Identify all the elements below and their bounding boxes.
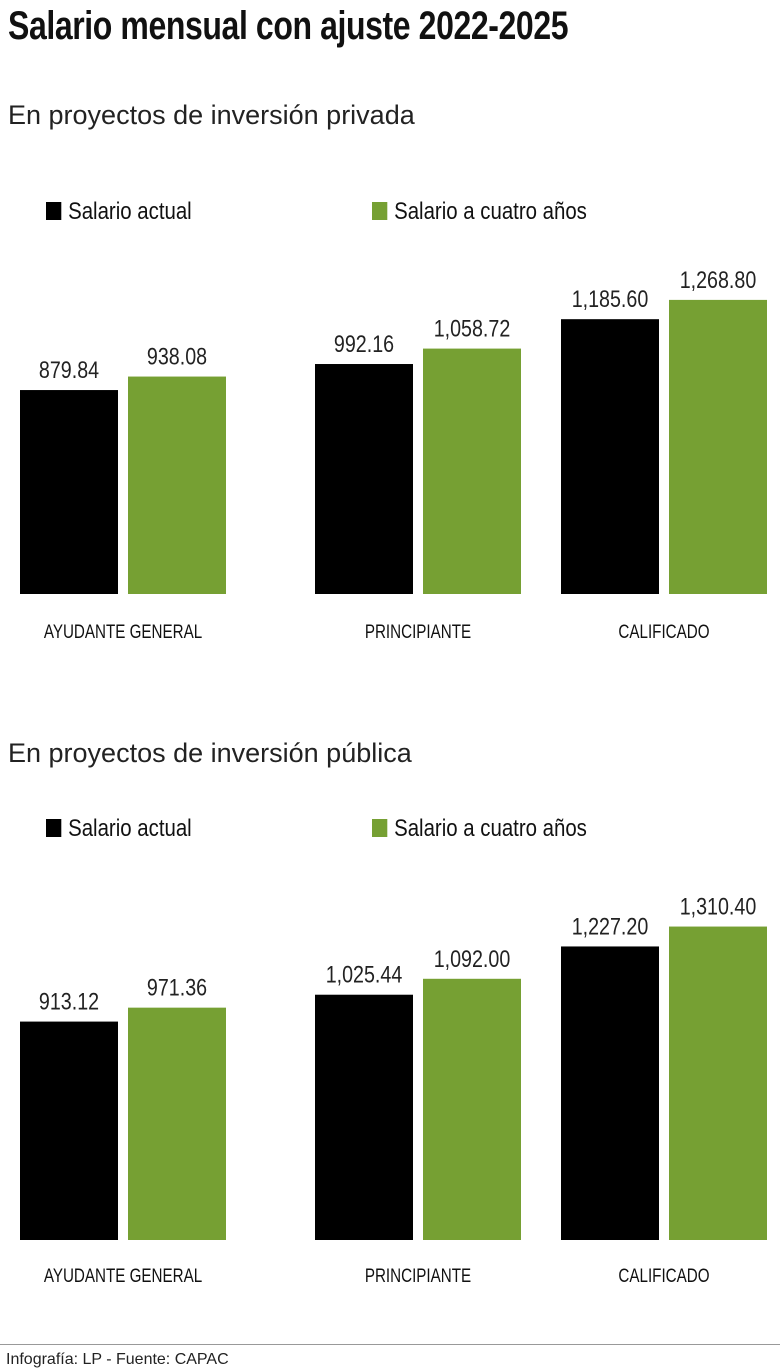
legend-label: Salario actual	[68, 815, 192, 842]
legend-swatch-actual	[46, 819, 62, 837]
category-label: PRINCIPIANTE	[365, 1264, 471, 1286]
bar-cuatro	[669, 299, 767, 594]
legend-label: Salario a cuatro años	[394, 815, 587, 842]
bar-actual	[561, 946, 659, 1240]
legend-item-cuatro-1: Salario a cuatro años	[372, 198, 587, 226]
category-label: CALIFICADO	[618, 620, 709, 642]
bar-cuatro	[423, 348, 521, 594]
bar-cuatro	[423, 978, 521, 1240]
legend-label: Salario actual	[68, 198, 192, 225]
legend-item-actual-1: Salario actual	[46, 198, 192, 226]
bar-cuatro	[669, 926, 767, 1240]
category-label: AYUDANTE GENERAL	[44, 1264, 202, 1286]
bar-value-label: 1,058.72	[434, 315, 511, 342]
legend-item-cuatro-2: Salario a cuatro años	[372, 815, 587, 843]
bar-cuatro	[128, 1007, 226, 1240]
bar-value-label: 1,310.40	[680, 893, 757, 920]
legend-item-actual-2: Salario actual	[46, 815, 192, 843]
footer-credit: Infografía: LP - Fuente: CAPAC	[6, 1351, 229, 1368]
bar-value-label: 992.16	[334, 330, 394, 357]
legend-label: Salario a cuatro años	[394, 198, 587, 225]
category-label: AYUDANTE GENERAL	[44, 620, 202, 642]
bar-value-label: 913.12	[39, 988, 99, 1015]
bar-value-label: 971.36	[147, 974, 207, 1001]
legend-swatch-actual	[46, 202, 62, 220]
bar-value-label: 938.08	[147, 343, 207, 370]
bar-value-label: 1,025.44	[326, 961, 403, 988]
bar-actual	[315, 364, 413, 594]
bar-actual	[561, 319, 659, 594]
chart-title: Salario mensual con ajuste 2022-2025	[8, 4, 569, 48]
subtitle-private: En proyectos de inversión privada	[8, 100, 415, 130]
bar-actual	[315, 994, 413, 1240]
bar-value-label: 879.84	[39, 356, 99, 383]
bar-value-label: 1,092.00	[434, 945, 511, 972]
category-label: CALIFICADO	[618, 1264, 709, 1286]
bar-actual	[20, 390, 118, 594]
footer-divider	[0, 1344, 780, 1345]
legend-swatch-cuatro	[372, 202, 388, 220]
legend-swatch-cuatro	[372, 819, 388, 837]
bar-actual	[20, 1021, 118, 1240]
bar-value-label: 1,227.20	[572, 913, 649, 940]
subtitle-public: En proyectos de inversión pública	[8, 738, 412, 768]
bar-cuatro	[128, 376, 226, 594]
category-label: PRINCIPIANTE	[365, 620, 471, 642]
bar-value-label: 1,268.80	[680, 266, 757, 293]
bar-value-label: 1,185.60	[572, 285, 649, 312]
